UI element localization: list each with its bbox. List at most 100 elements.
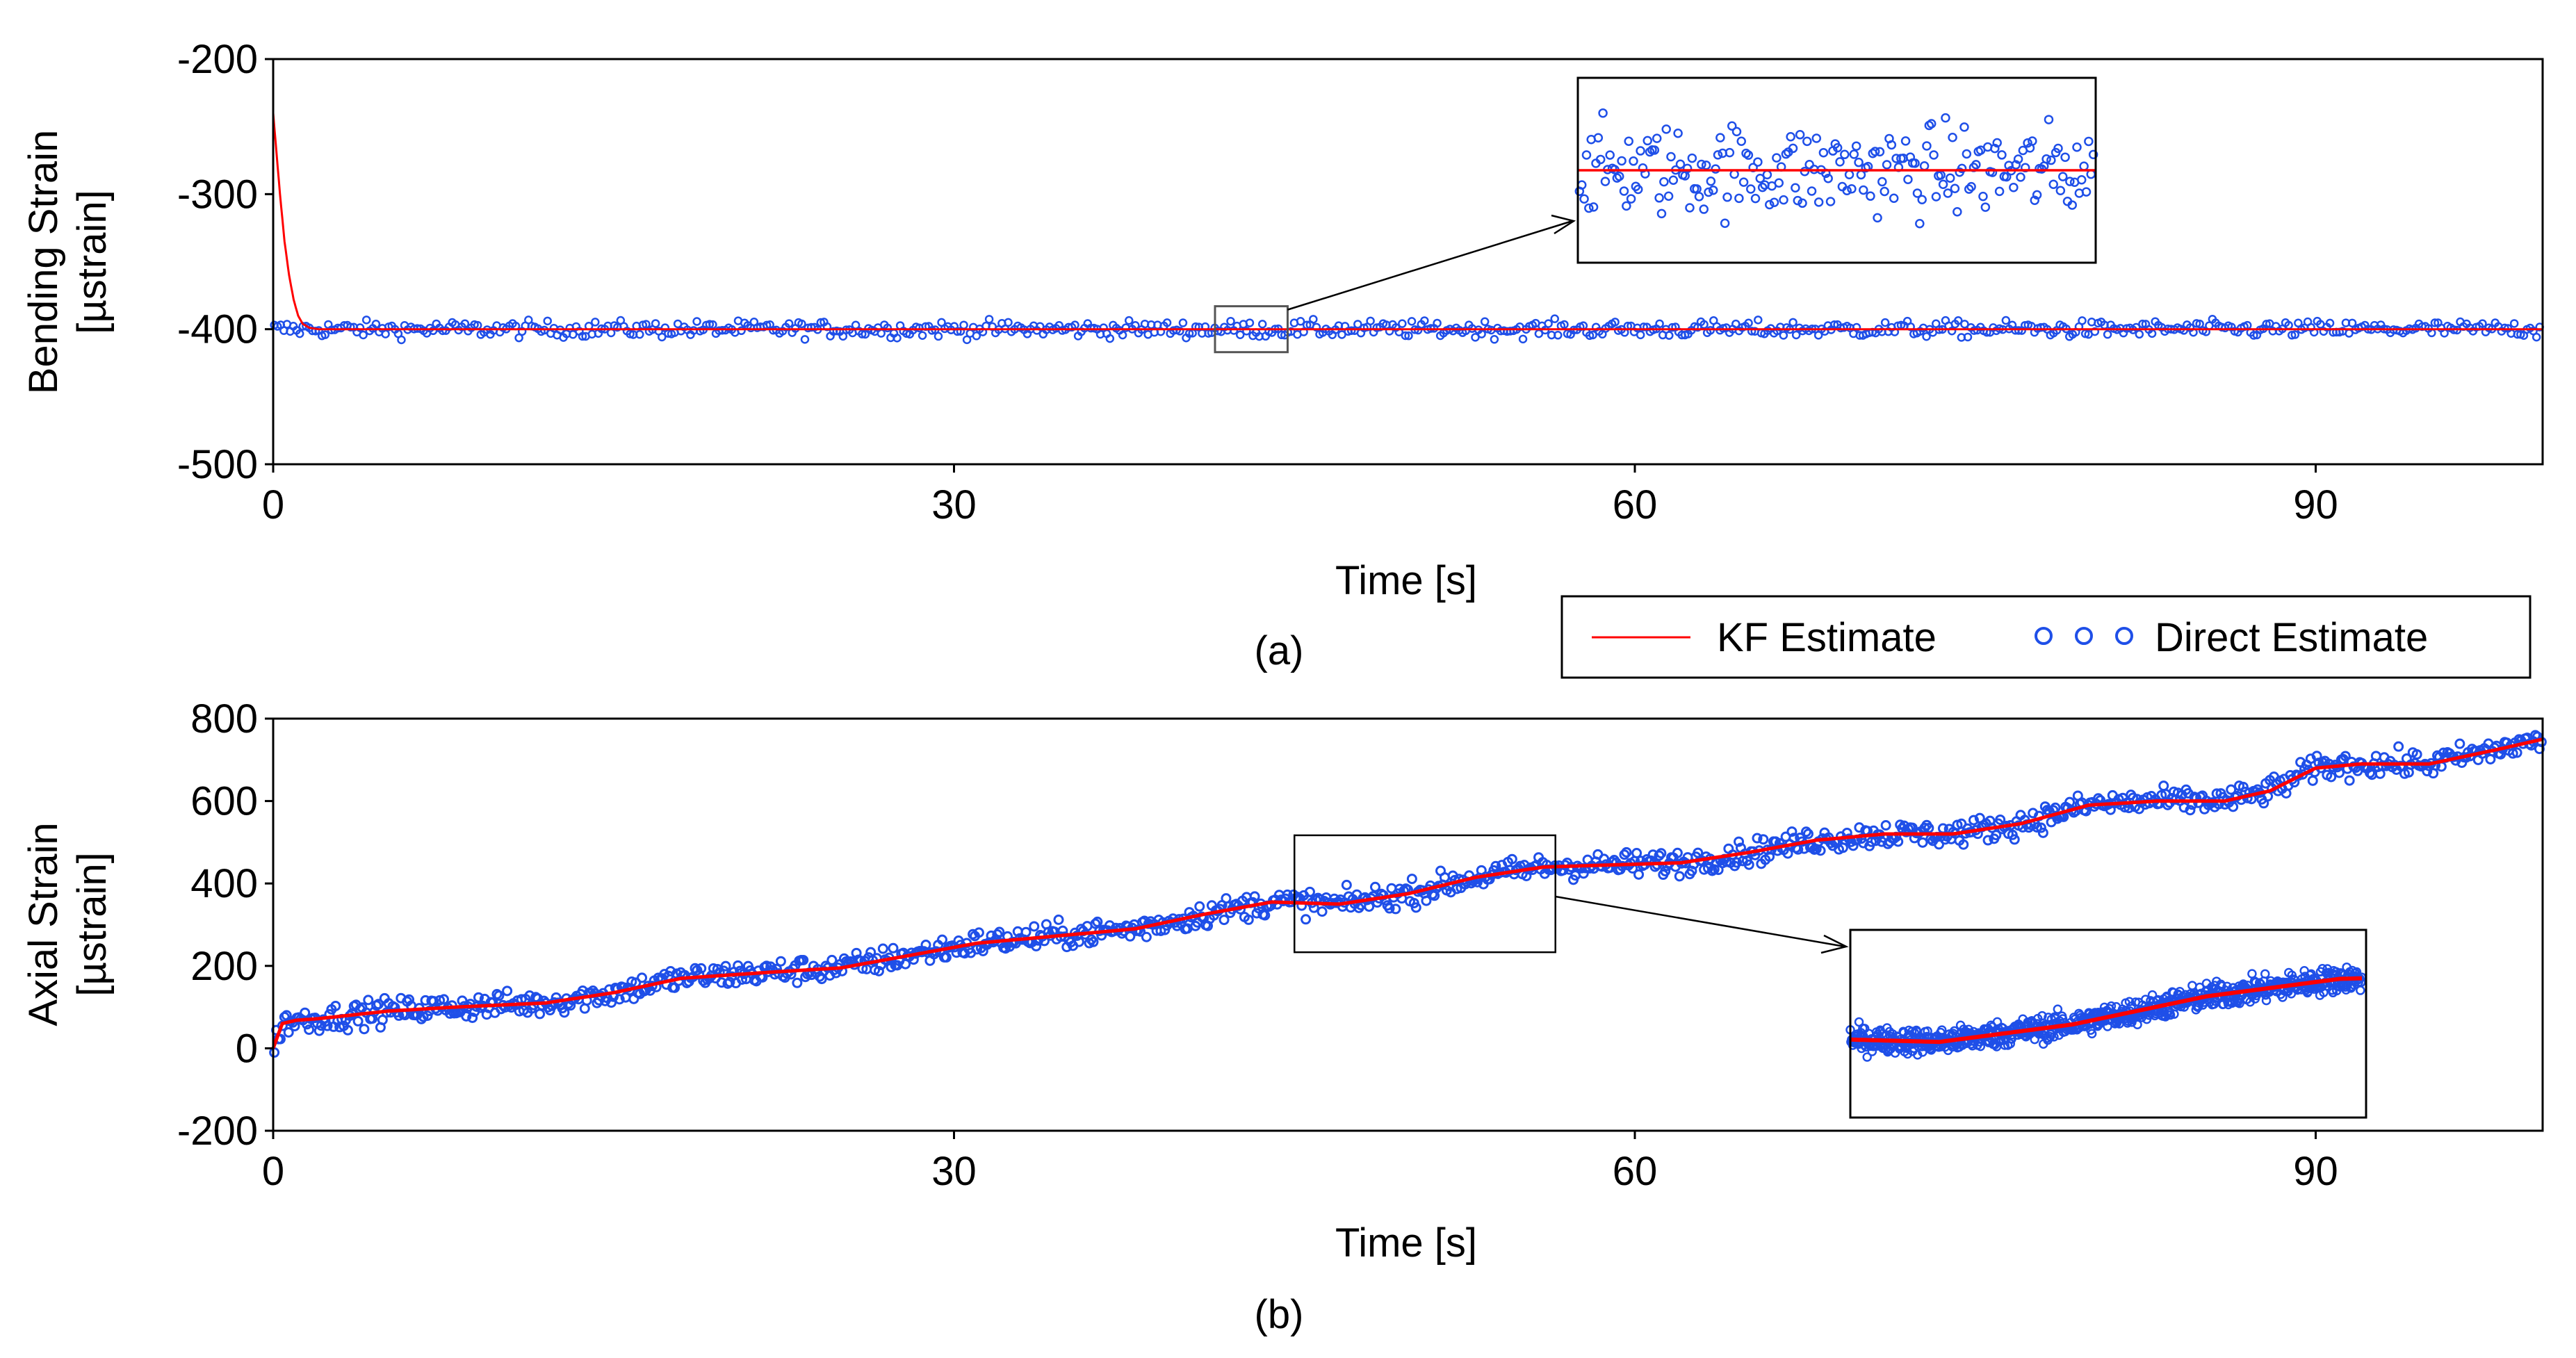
direct-estimate-point <box>2001 316 2011 325</box>
panel-b-y-ticks: 800 600 400 200 0 -200 <box>177 696 273 1154</box>
direct-estimate-point <box>1194 901 1205 912</box>
direct-estimate-point <box>355 323 365 332</box>
direct-estimate-point <box>918 331 927 341</box>
direct-estimate-point <box>1384 903 1395 914</box>
inset-direct-point <box>1727 121 1737 131</box>
inset-direct-point <box>1656 208 1667 219</box>
direct-estimate-point <box>1852 322 1861 332</box>
direct-estimate-point <box>422 1010 433 1021</box>
inset-direct-point <box>1624 136 1633 147</box>
direct-estimate-point <box>1960 320 1969 329</box>
inset-direct-point <box>1842 186 1852 196</box>
y-tick-label: -500 <box>177 442 258 487</box>
direct-estimate-point <box>1309 315 1318 324</box>
direct-estimate-point <box>692 317 701 326</box>
panel-a-y-axis-label: Bending Strain <box>21 130 66 394</box>
direct-estimate-point <box>1249 891 1260 902</box>
inset-direct-point <box>1943 188 1953 198</box>
direct-estimate-point <box>2294 318 2303 327</box>
direct-estimate-point <box>559 1007 570 1018</box>
panel-b-zoom-inset <box>1845 928 2367 1119</box>
inset-direct-point <box>1975 1041 1986 1052</box>
direct-estimate-point <box>1639 322 1648 332</box>
direct-estimate-point <box>2090 327 2100 336</box>
inset-direct-point <box>1668 175 1679 185</box>
direct-estimate-point <box>373 999 384 1010</box>
direct-estimate-point <box>1401 331 1410 341</box>
direct-estimate-point <box>2393 741 2404 752</box>
inset-direct-point <box>1795 130 1805 140</box>
inset-direct-point <box>1793 195 1803 206</box>
inset-direct-point <box>2165 1010 2176 1020</box>
direct-estimate-point <box>467 1012 478 1023</box>
inset-direct-point <box>1835 157 1845 167</box>
inset-direct-point <box>1900 136 1911 146</box>
direct-estimate-point <box>2103 329 2112 339</box>
direct-estimate-point <box>968 928 979 940</box>
inset-direct-point <box>1854 157 1864 167</box>
inset-direct-point <box>2087 1029 2097 1039</box>
inset-direct-point <box>1832 142 1843 153</box>
direct-estimate-point <box>2138 319 2147 329</box>
inset-direct-point <box>1722 192 1732 202</box>
direct-estimate-point <box>1880 318 1890 327</box>
inset-direct-point <box>1779 195 1788 205</box>
inset-direct-point <box>1875 147 1885 157</box>
direct-estimate-point <box>635 329 644 339</box>
direct-estimate-point <box>637 972 648 983</box>
direct-estimate-point <box>1162 318 1172 327</box>
inset-direct-point <box>1701 160 1711 170</box>
panel-b-zoom-arrow <box>1555 895 1845 948</box>
direct-estimate-point <box>1782 848 1793 859</box>
direct-estimate-point <box>1731 857 1743 868</box>
direct-estimate-point <box>2035 822 2046 833</box>
direct-estimate-point <box>1743 859 1754 870</box>
direct-estimate-point <box>2290 330 2300 339</box>
panel-b-x-axis-label: Time [s] <box>1335 1220 1477 1266</box>
inset-direct-point <box>1619 186 1629 196</box>
panel-b-kf-estimate-line <box>271 737 2543 1049</box>
inset-direct-point <box>1636 146 1645 156</box>
legend-direct-marker <box>2115 627 2133 645</box>
direct-estimate-point <box>1954 316 1963 325</box>
inset-direct-point <box>2055 186 2066 195</box>
direct-estimate-point <box>439 994 450 1005</box>
direct-estimate-point <box>2249 331 2258 340</box>
direct-estimate-point <box>981 939 993 950</box>
inset-direct-point <box>1886 140 1897 150</box>
y-tick-label: 0 <box>236 1026 258 1071</box>
direct-estimate-point <box>1786 826 1798 837</box>
direct-estimate-point <box>1245 318 1255 327</box>
direct-estimate-point <box>300 1007 311 1018</box>
direct-estimate-point <box>1341 879 1352 890</box>
panel-a-zoom-arrowhead <box>1551 214 1576 235</box>
inset-direct-point <box>1948 132 1957 142</box>
inset-direct-point <box>1661 124 1671 134</box>
direct-estimate-point <box>359 1024 370 1035</box>
x-tick-label: 0 <box>262 482 284 527</box>
direct-estimate-point <box>1947 326 1957 336</box>
direct-estimate-point <box>473 992 484 1003</box>
inset-direct-point <box>1912 188 1923 198</box>
direct-estimate-point <box>1706 326 1715 335</box>
direct-estimate-point <box>798 954 809 965</box>
direct-estimate-point <box>591 318 600 327</box>
inset-direct-point <box>1579 194 1589 204</box>
direct-estimate-point <box>1105 334 1115 343</box>
direct-estimate-point <box>1088 936 1099 947</box>
direct-estimate-point <box>283 1026 294 1038</box>
inset-direct-point <box>1738 177 1749 187</box>
direct-estimate-point <box>1815 845 1826 856</box>
inset-direct-point <box>1765 199 1775 210</box>
direct-estimate-point <box>1631 848 1642 859</box>
inset-direct-point <box>1720 218 1730 229</box>
inset-direct-point <box>2053 143 2063 154</box>
panel-b-zoom-region-box <box>1294 834 1556 954</box>
direct-estimate-point <box>1788 833 1800 844</box>
direct-estimate-point <box>642 320 651 329</box>
inset-direct-point <box>1910 158 1920 168</box>
inset-direct-point <box>2009 182 2019 193</box>
direct-estimate-point <box>2287 331 2297 340</box>
direct-estimate-point <box>1420 316 1429 325</box>
inset-direct-point <box>2205 997 2215 1007</box>
